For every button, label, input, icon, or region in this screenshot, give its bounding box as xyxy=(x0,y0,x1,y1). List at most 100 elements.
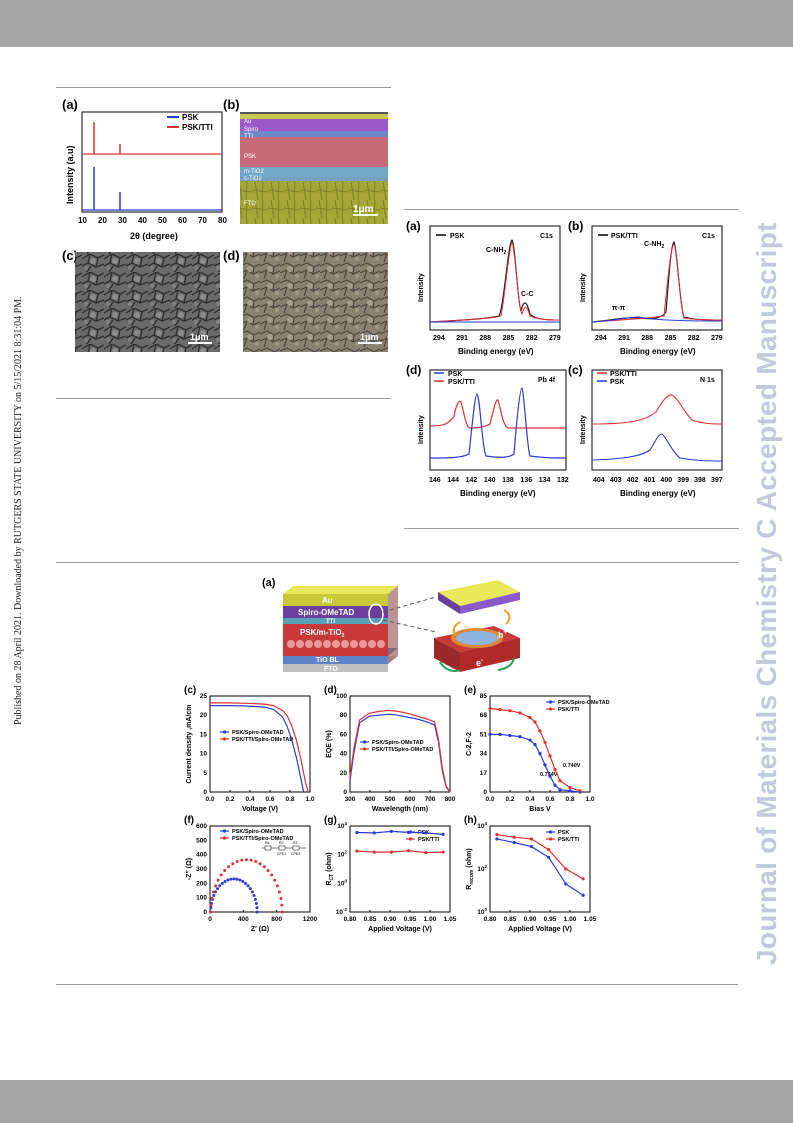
fig3-h-point xyxy=(512,840,516,845)
fig3-e-point xyxy=(568,785,572,790)
rule-fig1-top xyxy=(56,87,391,88)
fig1-a-xtick: 80 xyxy=(218,216,227,225)
fig3-g-point xyxy=(372,831,376,835)
fig3-a-layer-psk: PSK/m-TiO2 xyxy=(300,628,345,639)
fig3-f-point xyxy=(209,910,213,914)
fig3-g-xtick: 1.05 xyxy=(444,916,457,923)
fig3-c-ytick: 0 xyxy=(203,789,207,796)
fig3-c-legend-2: PSK/TTI/Spiro-OMeTAD xyxy=(232,737,293,743)
fig2-d-xtick: 142 xyxy=(466,477,478,484)
fig3-h-point xyxy=(581,877,585,881)
fig2-d-ylabel: Intensity xyxy=(418,415,425,444)
fig3-e-point xyxy=(528,738,532,742)
fig3-e-legend-marker xyxy=(548,707,553,711)
fig3-g-legend-marker xyxy=(408,837,413,841)
fig2-d-xtick: 132 xyxy=(557,477,569,484)
fig1-d-label: (d) xyxy=(223,248,240,263)
fig2-b-ylabel: Intensity xyxy=(580,273,587,302)
fig3-g-ylabel: RCT (ohm) xyxy=(326,852,335,885)
fig3-d-xtick: 700 xyxy=(425,796,436,803)
fig3-g-point xyxy=(424,831,428,835)
fig2-b-xtick: 285 xyxy=(665,335,677,342)
fig3-h-point xyxy=(547,847,551,852)
fig3-d-xtick: 400 xyxy=(365,796,376,803)
fig3-f-point xyxy=(254,860,258,864)
fig3-f-xtick: 0 xyxy=(208,916,212,923)
fig3-e-point xyxy=(518,735,522,739)
fig2-c-label: (c) xyxy=(568,363,583,377)
fig3-h-point xyxy=(581,893,585,897)
fig3-f-point xyxy=(235,877,239,881)
fig3-e-label: (e) xyxy=(464,685,476,696)
fig3-g-ytick: 102 xyxy=(337,850,347,859)
fig3-d-ytick: 80 xyxy=(340,712,348,719)
fig3-e-point xyxy=(533,720,537,724)
fig2-c-xtick: 404 xyxy=(593,477,605,484)
fig3-f-circuit-r2 xyxy=(278,845,286,851)
fig3-c-xtick: 0.0 xyxy=(205,796,214,803)
fig2-b-peak2: π-π xyxy=(612,305,626,312)
fig3-f-legend-1: PSK/Spiro-OMeTAD xyxy=(232,829,284,835)
fig2-a-xtick: 288 xyxy=(479,335,491,342)
fig3-g-series-1-line xyxy=(356,830,444,835)
fig2-c-xtick: 400 xyxy=(660,477,672,484)
fig1-a-xtick: 40 xyxy=(138,216,147,225)
fig3-f-legend-marker xyxy=(222,829,227,833)
fig3-g-point xyxy=(441,850,445,854)
fig3-h-ylabel: Rrecom (ohm) xyxy=(466,848,475,889)
fig3-e-point xyxy=(528,715,532,720)
fig3-h-ytick: 104 xyxy=(477,821,487,830)
fig2-b-xtick: 291 xyxy=(618,335,630,342)
fig3-h-series-1-line xyxy=(496,838,584,896)
fig3-c-ytick: 10 xyxy=(200,751,208,758)
rule-fig3-bottom xyxy=(56,984,738,985)
fig2-a-xtick: 282 xyxy=(526,335,538,342)
fig1-c-scale: 1μm xyxy=(190,332,209,342)
fig3-h-xtick: 0.95 xyxy=(544,916,557,923)
fig3-e-point xyxy=(508,733,512,738)
fig3-h-point xyxy=(495,832,499,837)
fig3-e-point xyxy=(568,789,572,793)
fig2-c-legend-1: PSK/TTI xyxy=(610,371,637,378)
fig3-f-point xyxy=(213,884,217,888)
fig3-f-point xyxy=(220,881,224,885)
fig3-f-point xyxy=(219,873,223,877)
fig3-f-point xyxy=(227,865,231,869)
fig3-h-xtick: 0.85 xyxy=(504,916,517,923)
fig3-h-point xyxy=(547,855,551,859)
fig2-d-xlabel: Binding energy (eV) xyxy=(460,489,536,498)
fig3-e-ytick: 85 xyxy=(480,693,488,700)
fig3-f-circuit-label: R3 xyxy=(293,841,298,845)
fig3-h-point xyxy=(529,845,533,849)
fig3-g-point xyxy=(407,849,411,853)
fig3-e-xtick: 0.6 xyxy=(545,796,554,803)
fig3-e-point xyxy=(498,732,502,736)
fig3-d-ytick: 100 xyxy=(336,693,347,700)
fig3-d-xlabel: Wavelength (nm) xyxy=(372,806,428,813)
fig3-f-point xyxy=(235,860,239,864)
fig3-a-layer-tti: TTI xyxy=(326,619,335,625)
fig3-c-frame xyxy=(209,695,311,793)
fig3-e-ylabel: C-2,F-2 xyxy=(466,732,473,756)
fig2-d-xtick: 138 xyxy=(502,477,514,484)
fig2-d-xtick: 144 xyxy=(447,477,459,484)
fig2-a-xtick: 279 xyxy=(549,335,561,342)
fig3-e-point xyxy=(553,767,557,772)
fig1-b-layer-fto: FTO xyxy=(244,201,256,207)
fig3-f-point xyxy=(244,881,248,885)
fig3-f-point xyxy=(277,890,281,894)
fig1-b-layer-spiro: Spiro xyxy=(244,127,259,133)
fig3-g-point xyxy=(389,850,393,854)
fig2-d-xtick: 146 xyxy=(429,477,441,484)
fig3-d-ylabel: EQE (%) xyxy=(326,730,333,758)
fig3-d-series-2-line xyxy=(349,709,451,793)
fig2-b-xtick: 282 xyxy=(688,335,700,342)
fig3-e-point xyxy=(558,779,562,783)
fig3-f-circuit-r3 xyxy=(292,845,300,851)
fig1-b-label: (b) xyxy=(223,97,240,112)
fig3-g-xtick: 1.00 xyxy=(424,916,437,923)
fig3-h-xlabel: Applied Voltage (V) xyxy=(508,926,572,933)
fig3-f-point xyxy=(252,893,256,897)
fig3-h-frame xyxy=(489,825,591,913)
fig3-f-xtick: 800 xyxy=(271,916,282,923)
